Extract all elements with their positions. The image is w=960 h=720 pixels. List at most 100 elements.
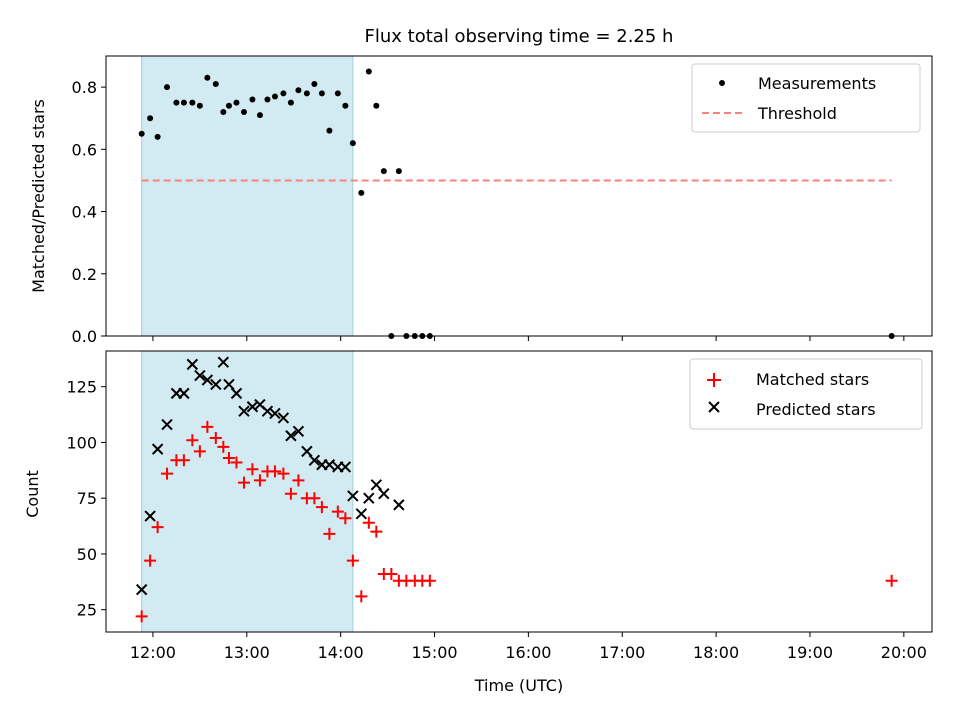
predicted-star-point (277, 412, 290, 424)
top-plot-marks (138, 68, 895, 339)
top-y-ticks: 0.0 0.2 0.4 0.6 0.8 (72, 78, 106, 346)
matched-star-point (222, 452, 235, 465)
legend-predicted-label: Predicted stars (756, 400, 876, 419)
measurement-point (349, 140, 356, 147)
measurement-point (334, 90, 341, 97)
bottom-x-tick-label: 20:00 (881, 643, 927, 662)
predicted-star-point (144, 510, 156, 522)
measurement-point (240, 109, 247, 115)
measurement-point (358, 189, 365, 196)
predicted-star-point (339, 461, 352, 473)
top-y-tick-label: 0.0 (72, 327, 97, 346)
matched-star-point (346, 554, 359, 567)
measurement-point (204, 74, 211, 81)
top-shaded-span (141, 55, 354, 337)
top-y-tick-label: 0.6 (72, 140, 97, 159)
measurement-point (373, 102, 380, 109)
matched-star-point (246, 463, 259, 476)
legend-predicted-marker (708, 401, 720, 413)
matched-star-point (209, 431, 222, 444)
matched-star-point (323, 527, 336, 540)
bottom-x-tick-label: 15:00 (411, 643, 457, 662)
bottom-x-tick-label: 12:00 (130, 643, 176, 662)
legend-measurements-label: Measurements (758, 74, 876, 93)
measurement-point (180, 99, 187, 106)
bottom-x-tick-label: 13:00 (224, 643, 270, 662)
measurement-point (212, 81, 219, 87)
predicted-star-point (135, 583, 148, 596)
matched-star-point (144, 554, 157, 567)
bottom-x-tick-label: 17:00 (599, 643, 645, 662)
measurement-point (173, 99, 180, 106)
measurement-point (189, 99, 196, 106)
top-y-tick-label: 0.8 (72, 78, 97, 97)
predicted-star-point (285, 430, 297, 442)
x-axis-label: Time (UTC) (474, 676, 563, 695)
matched-star-point (253, 474, 266, 487)
matched-star-point (230, 456, 243, 469)
predicted-star-point (201, 374, 214, 386)
predicted-star-point (393, 499, 405, 511)
measurement-point (280, 90, 287, 97)
legend-matched-label: Matched stars (756, 370, 869, 389)
matched-star-point (201, 420, 214, 433)
measurement-point (271, 93, 278, 100)
matched-star-point (362, 516, 375, 529)
measurement-point (287, 99, 294, 106)
predicted-star-point (238, 405, 250, 417)
bottom-y-ticks: 25 50 75 100 125 (66, 378, 106, 620)
predicted-star-point (292, 425, 305, 437)
bottom-x-ticks: 12:00 13:00 14:00 15:00 16:00 17:00 18:00 19:00… (130, 632, 927, 662)
measurement-point (264, 96, 271, 103)
predicted-star-point (378, 488, 390, 500)
legend-measurements-marker (719, 80, 725, 86)
matched-star-point (315, 501, 328, 514)
legend-matched-marker (707, 373, 721, 387)
matched-star-point (151, 521, 164, 534)
measurement-point (311, 81, 318, 87)
matched-star-point (331, 505, 344, 518)
measurement-point (147, 115, 154, 122)
predicted-star-point (355, 508, 368, 520)
measurement-point (249, 96, 256, 103)
top-y-tick-label: 0.2 (72, 265, 97, 284)
predicted-star-point (217, 356, 230, 368)
top-panel: 0.00.20.40.60.8 Matched/Predicted stars … (29, 55, 933, 346)
bottom-legend: Matched stars Predicted stars (689, 358, 923, 430)
matched-star-point (186, 434, 199, 447)
matched-star-point (355, 590, 368, 603)
measurement-point (138, 130, 145, 137)
matched-star-point (135, 610, 148, 623)
bottom-y-tick-label: 50 (77, 545, 97, 564)
bottom-y-tick-label: 75 (77, 489, 97, 508)
predicted-star-point (210, 378, 222, 391)
bottom-y-tick-label: 125 (66, 378, 97, 397)
bottom-axes-frame (105, 350, 933, 633)
legend-threshold-label: Threshold (757, 104, 837, 123)
matched-star-point (292, 474, 305, 487)
top-legend: Measurements Threshold (691, 63, 921, 133)
measurement-point (220, 109, 227, 115)
chart-title: Flux total observing time = 2.25 h (365, 26, 674, 47)
bottom-y-tick-label: 100 (66, 433, 97, 452)
bottom-y-tick-label: 25 (77, 601, 97, 620)
bottom-x-tick-label: 14:00 (318, 643, 364, 662)
measurement-point (154, 133, 161, 140)
predicted-star-point (347, 490, 359, 502)
matched-star-point (370, 525, 383, 538)
top-x-ticks (152, 336, 905, 341)
measurement-point (380, 168, 387, 175)
top-y-axis-label: Matched/Predicted stars (29, 99, 48, 293)
bottom-legend-box (689, 358, 923, 430)
predicted-star-point (308, 454, 321, 466)
predicted-star-point (194, 369, 206, 382)
measurement-point (395, 168, 402, 175)
measurement-point (342, 102, 349, 109)
predicted-star-point (230, 387, 243, 400)
top-axes-frame (105, 55, 933, 337)
measurement-point (256, 112, 263, 119)
measurement-point (196, 102, 203, 109)
measurement-point (365, 68, 372, 75)
measurement-point (295, 87, 302, 94)
